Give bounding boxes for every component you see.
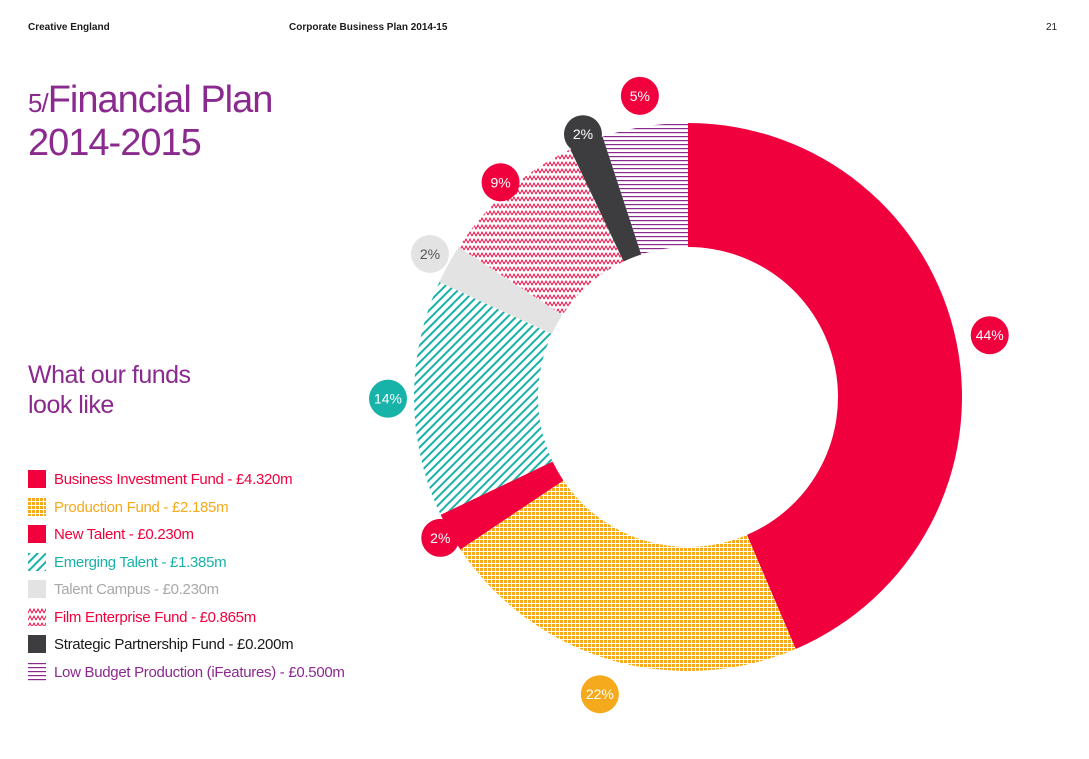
percent-badge-circle: [580, 675, 619, 714]
percent-badge-circle: [563, 115, 602, 154]
legend-swatch-red-icon: [28, 525, 46, 543]
percent-badge-new-talent: 2%: [421, 518, 460, 557]
slice-strategic-partnership-fund: [570, 136, 642, 262]
chart-subtitle: What our funds look like: [28, 360, 191, 420]
percent-label: 22%: [586, 686, 614, 702]
percent-badge-circle: [481, 163, 520, 202]
percent-label: 44%: [976, 327, 1004, 343]
title-main: Financial Plan: [47, 79, 274, 121]
legend-swatch-diagonal-icon: [28, 552, 46, 571]
page-number: 21: [1046, 22, 1058, 33]
legend-swatch-grey-icon: [28, 580, 46, 598]
legend-swatch-dark-icon: [28, 635, 46, 653]
subtitle-line2: look like: [28, 391, 114, 419]
legend-label: Emerging Talent - £1.385m: [54, 553, 227, 571]
slice-talent-campus: [439, 247, 563, 335]
subtitle-line1: What our funds: [28, 361, 191, 389]
legend-swatch-red-icon: [28, 470, 46, 488]
percent-badge-circle: [410, 234, 449, 273]
percent-label: 9%: [490, 174, 510, 190]
percent-label: 2%: [430, 530, 450, 546]
title-prefix: 5/: [28, 88, 49, 118]
legend-label: New Talent - £0.230m: [54, 526, 194, 543]
percent-badge-circle: [369, 379, 408, 418]
percent-label: 2%: [420, 246, 440, 262]
legend-swatch-hlines-icon: [28, 662, 46, 681]
percent-badge-strategic-partnership-fund: 2%: [563, 115, 602, 154]
percent-badge-talent-campus: 2%: [410, 234, 449, 273]
slice-emerging-talent: [413, 281, 553, 515]
percent-badge-low-budget-production-ifeatures: 5%: [620, 76, 659, 115]
legend-label: Film Enterprise Fund - £0.865m: [54, 608, 256, 626]
header-left: Creative England: [28, 22, 110, 33]
header-center: Corporate Business Plan 2014-15: [289, 22, 448, 33]
slice-film-enterprise-fund: [458, 149, 624, 315]
percent-badge-circle: [620, 76, 659, 115]
slice-low-budget-production-ifeatures: [602, 123, 688, 255]
percent-badge-circle: [421, 518, 460, 557]
legend-label: Talent Campus - £0.230m: [54, 581, 219, 598]
legend-label: Strategic Partnership Fund - £0.200m: [54, 636, 294, 653]
legend-swatch-dots-icon: [28, 497, 46, 516]
percent-badge-emerging-talent: 14%: [369, 379, 408, 418]
percent-label: 2%: [573, 126, 593, 142]
legend-label: Production Fund - £2.185m: [54, 498, 229, 516]
title-line2: 2014-2015: [28, 122, 202, 164]
percent-badge-business-investment-fund: 44%: [970, 316, 1009, 355]
percent-badge-film-enterprise-fund: 9%: [481, 163, 520, 202]
slice-business-investment-fund: [688, 123, 963, 649]
legend-label: Low Budget Production (iFeatures) - £0.5…: [54, 663, 345, 681]
legend-label: Business Investment Fund - £4.320m: [54, 471, 293, 488]
percent-label: 14%: [374, 391, 402, 407]
legend-swatch-zigzag-icon: [28, 607, 46, 626]
slice-new-talent: [440, 461, 564, 550]
slice-production-fund: [460, 480, 796, 672]
percent-badge-circle: [970, 316, 1009, 355]
percent-label: 5%: [630, 88, 650, 104]
percent-badge-production-fund: 22%: [580, 675, 619, 714]
page-title: 5/Financial Plan 2014-2015: [28, 79, 274, 164]
